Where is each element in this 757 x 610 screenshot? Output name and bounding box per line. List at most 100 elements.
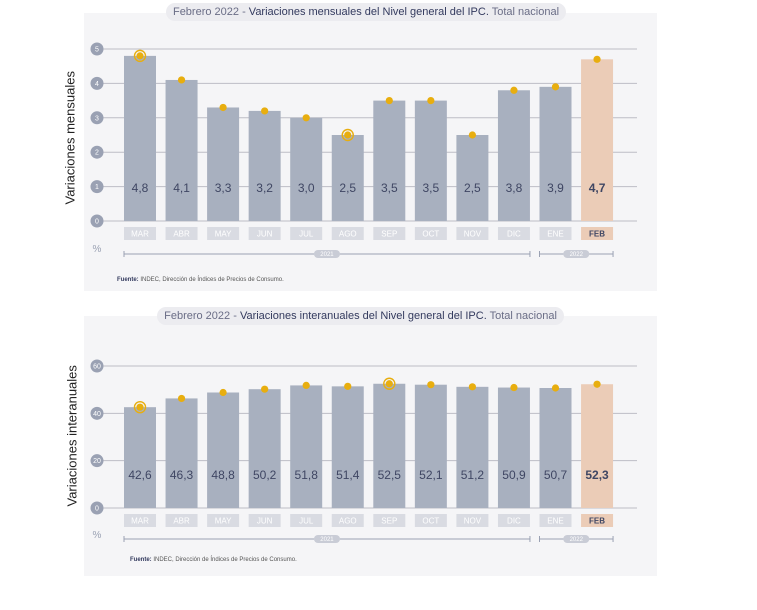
y-tick-label: 0 <box>95 219 99 226</box>
data-point <box>302 114 310 122</box>
dot-ring <box>383 377 396 390</box>
month-label: DIC <box>507 230 521 239</box>
y-tick-label: 4 <box>95 81 99 88</box>
bar-may <box>207 392 240 508</box>
month-pill <box>456 514 489 527</box>
monthly-source-text: INDEC, Dirección de Índices de Precios d… <box>138 277 284 283</box>
month-pill <box>165 514 198 527</box>
bar-dic <box>497 387 530 508</box>
month-label: NOV <box>464 517 482 526</box>
data-point <box>261 385 269 393</box>
bar-feb <box>581 384 614 508</box>
month-pill <box>414 227 447 240</box>
yearly-source-text: INDEC, Dirección de Índices de Precios d… <box>151 557 297 563</box>
y-unit-label: % <box>93 530 102 541</box>
bar-ago <box>331 386 364 508</box>
monthly-source-label: Fuente: <box>117 277 139 283</box>
monthly-title-subtitle: Total nacional <box>488 6 560 18</box>
y-tick-marker <box>90 359 104 373</box>
month-pill <box>290 514 323 527</box>
month-pill <box>373 227 406 240</box>
month-label: MAR <box>131 230 149 239</box>
y-tick-label: 60 <box>93 364 101 371</box>
data-point <box>302 381 310 390</box>
year-pill <box>313 535 340 543</box>
month-label: JUN <box>257 517 273 526</box>
value-label: 50,2 <box>253 468 277 482</box>
month-pill <box>207 514 240 527</box>
month-pill <box>497 227 530 240</box>
month-pill <box>207 227 240 240</box>
month-label: FEB <box>589 517 605 526</box>
y-tick-marker <box>90 76 104 90</box>
month-label: JUL <box>299 517 314 526</box>
month-pill <box>539 514 572 527</box>
month-label: SEP <box>381 230 397 239</box>
bar-nov <box>456 386 489 508</box>
bar-dic <box>497 90 530 221</box>
month-pill <box>331 514 364 527</box>
data-point <box>385 380 393 388</box>
bar-abr <box>165 79 198 222</box>
data-point <box>136 52 144 60</box>
bar-may <box>207 107 240 221</box>
monthly-source-note: Fuente: INDEC, Dirección de Índices de P… <box>117 277 284 283</box>
month-pill <box>456 227 489 240</box>
month-label: ENE <box>547 230 563 239</box>
value-label: 3,9 <box>547 181 564 195</box>
value-label: 3,0 <box>298 181 315 195</box>
value-label: 4,7 <box>589 181 606 195</box>
y-tick-marker <box>90 42 104 56</box>
month-label: AGO <box>339 517 357 526</box>
bar-jun <box>248 110 281 221</box>
month-pill <box>539 227 572 240</box>
month-label: OCT <box>422 230 439 239</box>
value-label: 51,4 <box>336 468 360 482</box>
y-tick-marker <box>90 501 104 515</box>
year-label: 2021 <box>320 537 334 543</box>
month-pill <box>124 514 156 527</box>
bar-mar <box>124 55 156 221</box>
y-tick-label: 3 <box>95 115 99 122</box>
month-pill <box>373 514 406 527</box>
month-pill <box>290 227 323 240</box>
bar-abr <box>165 398 198 508</box>
yearly-title-prefix: Febrero 2022 - <box>164 310 240 322</box>
value-label: 51,2 <box>461 468 485 482</box>
month-label: JUL <box>299 230 314 239</box>
value-label: 52,5 <box>378 468 402 482</box>
month-label: ABR <box>173 230 190 239</box>
data-point <box>219 388 227 397</box>
value-label: 46,3 <box>170 468 194 482</box>
value-label: 50,9 <box>502 468 526 482</box>
data-point <box>427 97 435 105</box>
data-point <box>177 394 186 403</box>
year-label: 2021 <box>320 252 334 258</box>
data-point <box>261 107 269 115</box>
value-label: 3,2 <box>256 181 273 195</box>
month-pill <box>497 514 530 527</box>
month-label: FEB <box>589 230 605 239</box>
y-tick-marker <box>90 406 104 420</box>
y-tick-label: 2 <box>95 150 99 157</box>
bar-ene <box>539 388 572 508</box>
yearly-title-subtitle: Total nacional <box>486 310 557 322</box>
bar-jul <box>290 385 323 508</box>
data-point <box>551 83 560 91</box>
bar-jul <box>290 117 323 221</box>
bar-jun <box>248 389 281 508</box>
data-point <box>510 383 518 392</box>
data-point <box>593 55 601 63</box>
dot-ring <box>133 400 147 414</box>
data-point <box>344 382 352 390</box>
value-label: 3,8 <box>506 181 523 195</box>
value-label: 4,1 <box>173 181 190 195</box>
monthly-title-prefix: Febrero 2022 - <box>172 6 249 18</box>
month-label: AGO <box>339 230 357 239</box>
y-tick-marker <box>90 180 104 194</box>
bar-oct <box>414 384 447 508</box>
value-label: 2,5 <box>464 181 481 195</box>
month-label: ENE <box>547 517 563 526</box>
value-label: 51,8 <box>295 468 319 482</box>
